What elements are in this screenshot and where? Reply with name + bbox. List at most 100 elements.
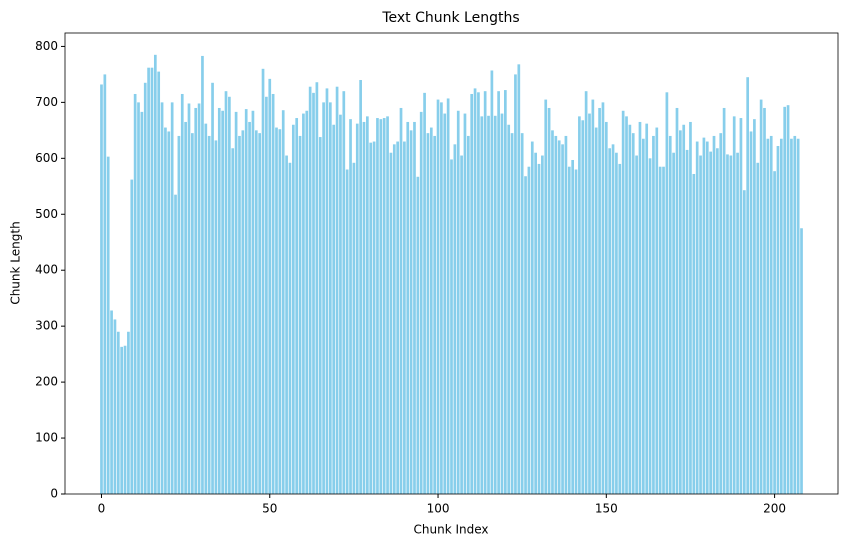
bar (133, 93, 137, 494)
bar (621, 110, 625, 494)
bar (534, 152, 537, 495)
bar (258, 133, 262, 495)
x-tick-label: 0 (98, 502, 106, 516)
bar (490, 70, 494, 494)
bar (244, 109, 248, 495)
bar (594, 127, 598, 495)
bar (187, 103, 191, 494)
bar (800, 228, 803, 494)
bar (507, 124, 511, 494)
bar (392, 144, 396, 494)
bar (796, 138, 800, 494)
bar (581, 120, 585, 494)
bar (567, 166, 571, 494)
bar (500, 113, 504, 494)
bar (446, 98, 450, 495)
bar (123, 345, 127, 494)
bar (191, 133, 194, 495)
bar (641, 138, 645, 494)
bar (527, 166, 531, 494)
bar (409, 130, 413, 494)
bar (625, 116, 628, 494)
bar (786, 105, 790, 495)
bar (466, 135, 470, 494)
bar (504, 90, 507, 494)
bar (369, 142, 373, 494)
bar (742, 190, 746, 494)
bar (261, 68, 265, 495)
bar (298, 135, 302, 494)
bar (557, 140, 561, 494)
bar (679, 130, 682, 494)
bar (440, 102, 443, 495)
bar (339, 114, 342, 494)
bar (705, 141, 709, 494)
bar (732, 116, 736, 494)
bar (672, 152, 675, 495)
bar (709, 151, 712, 494)
bar (739, 118, 743, 495)
bar (729, 155, 733, 494)
y-tick-label: 300 (35, 319, 58, 333)
bar (779, 138, 783, 494)
bar (790, 138, 793, 494)
bar (578, 116, 581, 494)
bar (403, 141, 406, 494)
bar (231, 148, 235, 494)
bar (433, 135, 437, 494)
bar (598, 107, 601, 494)
bar (695, 141, 699, 494)
bar (628, 124, 632, 494)
bar (137, 102, 140, 495)
bar (335, 86, 339, 494)
bar (362, 121, 366, 495)
bar (487, 115, 490, 495)
bar (473, 88, 477, 494)
bar (382, 118, 386, 495)
bar (103, 74, 107, 494)
bar (648, 158, 652, 495)
bar (631, 133, 635, 495)
bar (167, 131, 171, 495)
bar (228, 96, 231, 495)
bar (295, 118, 299, 495)
bar (265, 96, 268, 495)
bar (281, 110, 285, 495)
bar (177, 135, 181, 494)
bar (685, 149, 689, 494)
bar (759, 99, 763, 495)
bar (106, 156, 110, 495)
bar (359, 79, 362, 494)
bar (477, 92, 480, 494)
bar (113, 319, 117, 494)
y-axis-label: Chunk Length (9, 221, 23, 304)
y-tick-label: 100 (35, 431, 58, 445)
bar (658, 166, 662, 494)
bar (355, 123, 359, 495)
bar (443, 113, 447, 494)
bar (463, 113, 467, 494)
bar (665, 92, 669, 494)
bar (716, 148, 719, 494)
bar (497, 91, 500, 495)
bar (302, 113, 305, 494)
bar (668, 135, 672, 494)
bar (352, 162, 356, 494)
bar (241, 130, 245, 494)
bar (207, 135, 211, 494)
bar (426, 133, 430, 495)
bar (312, 92, 315, 495)
bar (248, 121, 251, 495)
chart-title: Text Chunk Lengths (381, 10, 519, 26)
bar (147, 67, 150, 494)
bar (379, 119, 383, 494)
bar (396, 141, 399, 494)
bar (604, 121, 608, 495)
bar (638, 121, 642, 495)
bar (588, 113, 591, 494)
bar (201, 55, 204, 494)
bar (510, 133, 514, 495)
x-tick-label: 200 (763, 502, 786, 516)
bar (305, 110, 309, 494)
bar (160, 102, 164, 495)
